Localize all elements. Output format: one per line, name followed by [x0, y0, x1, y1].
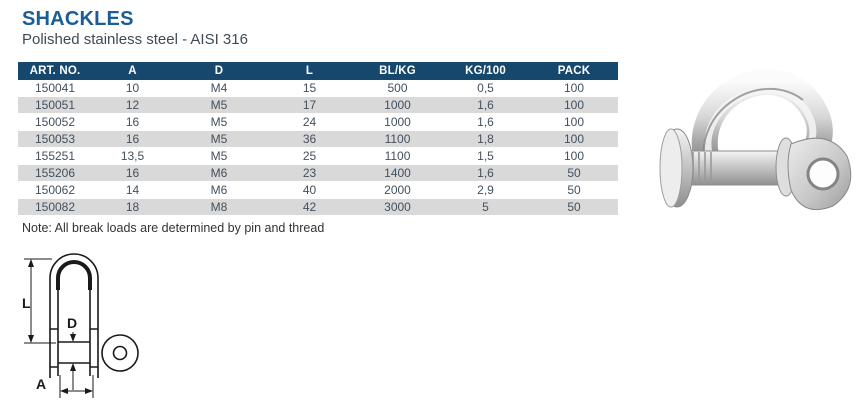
table-cell: 1100 — [384, 132, 411, 146]
photo-bow-shade — [702, 88, 804, 167]
table-cell: 100 — [563, 98, 585, 112]
table-cell: 2,9 — [477, 183, 494, 197]
column-header-a: A — [92, 62, 173, 80]
table-cell: 18 — [125, 200, 140, 214]
table-cell: M5 — [210, 132, 228, 146]
table-cell: 0,5 — [477, 81, 494, 95]
spec-table-header: ART. NO. A D L BL/KG KG/100 PACK — [18, 62, 618, 80]
table-cell: 155206 — [34, 166, 76, 180]
table-cell: M5 — [210, 98, 228, 112]
table-cell: 50 — [567, 166, 581, 180]
table-row-155251: 155251 13,5 M5 25 1100 1,5 100 — [18, 147, 618, 165]
table-cell: M6 — [210, 183, 228, 197]
table-cell: 1,6 — [477, 98, 494, 112]
table-cell: 3000 — [384, 200, 411, 214]
dim-A-ext — [59, 375, 94, 398]
table-cell: M5 — [210, 115, 228, 129]
photo-eye-hole — [806, 157, 840, 191]
table-row-150082: 150082 18 M8 42 3000 5 50 — [18, 198, 618, 216]
table-cell: 16 — [125, 115, 140, 129]
spec-table-body: 150041 10 M4 15 500 0,5 100 150051 12 M5 17 1000 1,6… — [18, 80, 618, 216]
table-row-150041: 150041 10 M4 15 500 0,5 100 — [18, 80, 618, 97]
drawing-loop-thick-arc — [56, 260, 92, 290]
table-cell: 40 — [302, 183, 317, 197]
shackle-spec-table: ART. NO. A D L BL/KG KG/100 PACK 150041 10 M4 15 5… — [18, 62, 618, 216]
page-subtitle: Polished stainless steel - AISI 316 — [22, 31, 248, 48]
table-cell: 13,5 — [120, 149, 145, 163]
drawing-outer-bow — [49, 253, 99, 378]
table-cell: 10 — [125, 81, 140, 95]
dim-label-A: A — [36, 376, 46, 392]
drawing-leg-ticks — [50, 328, 98, 368]
table-row-150062: 150062 14 M6 40 2000 2,9 50 — [18, 181, 618, 199]
column-header-l: L — [265, 62, 354, 80]
table-cell: 42 — [302, 200, 317, 214]
dim-label-L: L — [22, 295, 31, 311]
table-cell: 24 — [302, 115, 317, 129]
table-cell: 50 — [567, 183, 581, 197]
dim-arrowheads — [28, 259, 93, 394]
table-cell: 1,6 — [477, 166, 494, 180]
table-cell: 150052 — [34, 115, 76, 129]
table-cell: 36 — [302, 132, 317, 146]
table-cell: 1000 — [384, 98, 411, 112]
table-cell: 100 — [563, 132, 585, 146]
shackle-dimension-drawing-icon: L D A — [22, 253, 139, 398]
table-cell: 1100 — [384, 149, 411, 163]
table-cell: M5 — [210, 149, 228, 163]
column-header-kg-100: KG/100 — [441, 62, 530, 80]
table-cell: 16 — [125, 166, 140, 180]
table-cell: 12 — [125, 98, 140, 112]
table-header-row: ART. NO. A D L BL/KG KG/100 PACK — [18, 62, 618, 80]
table-row-150052: 150052 16 M5 24 1000 1,6 100 — [18, 113, 618, 131]
drawing-pin — [58, 341, 90, 364]
table-cell: 1000 — [384, 115, 411, 129]
table-cell: 150041 — [34, 81, 76, 95]
table-cell: 150062 — [34, 183, 76, 197]
column-header-d: D — [173, 62, 265, 80]
table-cell: 100 — [563, 149, 585, 163]
shackle-product-photo — [659, 69, 852, 210]
table-cell: 150051 — [34, 98, 76, 112]
table-cell: 150053 — [34, 132, 76, 146]
table-row-150053: 150053 16 M5 36 1100 1,8 100 — [18, 130, 618, 148]
column-header-bl-kg: BL/KG — [354, 62, 441, 80]
drawing-pin-hole — [112, 345, 128, 361]
table-cell: 500 — [387, 81, 408, 95]
table-cell: M4 — [210, 81, 228, 95]
table-cell: 16 — [125, 132, 140, 146]
table-cell: 155251 — [34, 149, 76, 163]
table-cell: 1,6 — [477, 115, 494, 129]
column-header-art-no: ART. NO. — [18, 62, 92, 80]
table-cell: 150082 — [34, 200, 76, 214]
table-cell: 100 — [563, 81, 585, 95]
table-cell: M6 — [210, 166, 228, 180]
dim-label-D: D — [67, 315, 77, 331]
column-header-pack: PACK — [530, 62, 618, 80]
table-cell: 14 — [125, 183, 140, 197]
page-title: SHACKLES — [22, 8, 134, 30]
table-cell: 1400 — [384, 166, 411, 180]
table-note: Note: All break loads are determined by … — [22, 221, 325, 235]
photo-shackle-body — [659, 69, 852, 210]
table-cell: 5 — [482, 200, 489, 214]
photo-pin-head-face — [659, 128, 683, 208]
table-cell: 25 — [302, 149, 317, 163]
table-cell: 1,8 — [477, 132, 494, 146]
table-row-150051: 150051 12 M5 17 1000 1,6 100 — [18, 96, 618, 114]
table-cell: 17 — [302, 98, 317, 112]
photo-bow — [691, 69, 833, 173]
table-cell: 1,5 — [477, 149, 494, 163]
table-cell: 100 — [563, 115, 585, 129]
table-row-155206: 155206 16 M6 23 1400 1,6 50 — [18, 164, 618, 182]
photo-bow-highlight — [704, 86, 817, 158]
table-cell: M8 — [210, 200, 228, 214]
table-cell: 15 — [302, 81, 317, 95]
table-cell: 23 — [302, 166, 317, 180]
table-cell: 50 — [567, 200, 581, 214]
table-cell: 2000 — [384, 183, 411, 197]
drawing-pin-head — [101, 334, 139, 372]
